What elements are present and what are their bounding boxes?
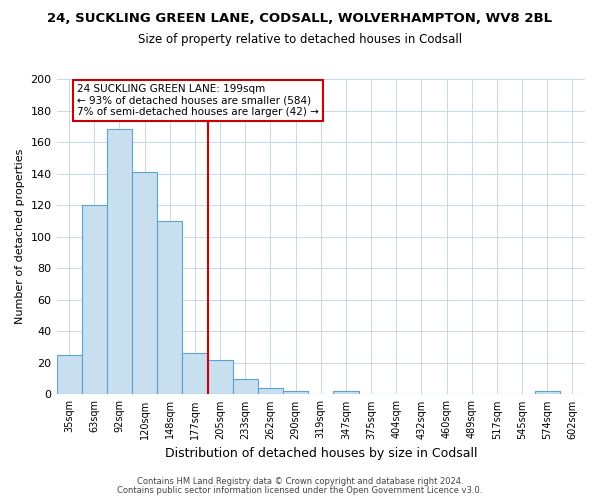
Bar [208,360,233,394]
Text: Size of property relative to detached houses in Codsall: Size of property relative to detached ho… [138,32,462,46]
Bar [107,130,132,394]
Bar [283,392,308,394]
Bar [535,392,560,394]
X-axis label: Distribution of detached houses by size in Codsall: Distribution of detached houses by size … [164,447,477,460]
Text: Contains public sector information licensed under the Open Government Licence v3: Contains public sector information licen… [118,486,482,495]
Text: 24 SUCKLING GREEN LANE: 199sqm
← 93% of detached houses are smaller (584)
7% of : 24 SUCKLING GREEN LANE: 199sqm ← 93% of … [77,84,319,117]
Text: 24, SUCKLING GREEN LANE, CODSALL, WOLVERHAMPTON, WV8 2BL: 24, SUCKLING GREEN LANE, CODSALL, WOLVER… [47,12,553,26]
Bar [258,388,283,394]
Text: Contains HM Land Registry data © Crown copyright and database right 2024.: Contains HM Land Registry data © Crown c… [137,477,463,486]
Bar [157,221,182,394]
Bar [56,355,82,395]
Bar [182,354,208,395]
Bar [334,392,359,394]
Bar [132,172,157,394]
Bar [82,205,107,394]
Bar [233,378,258,394]
Y-axis label: Number of detached properties: Number of detached properties [15,149,25,324]
